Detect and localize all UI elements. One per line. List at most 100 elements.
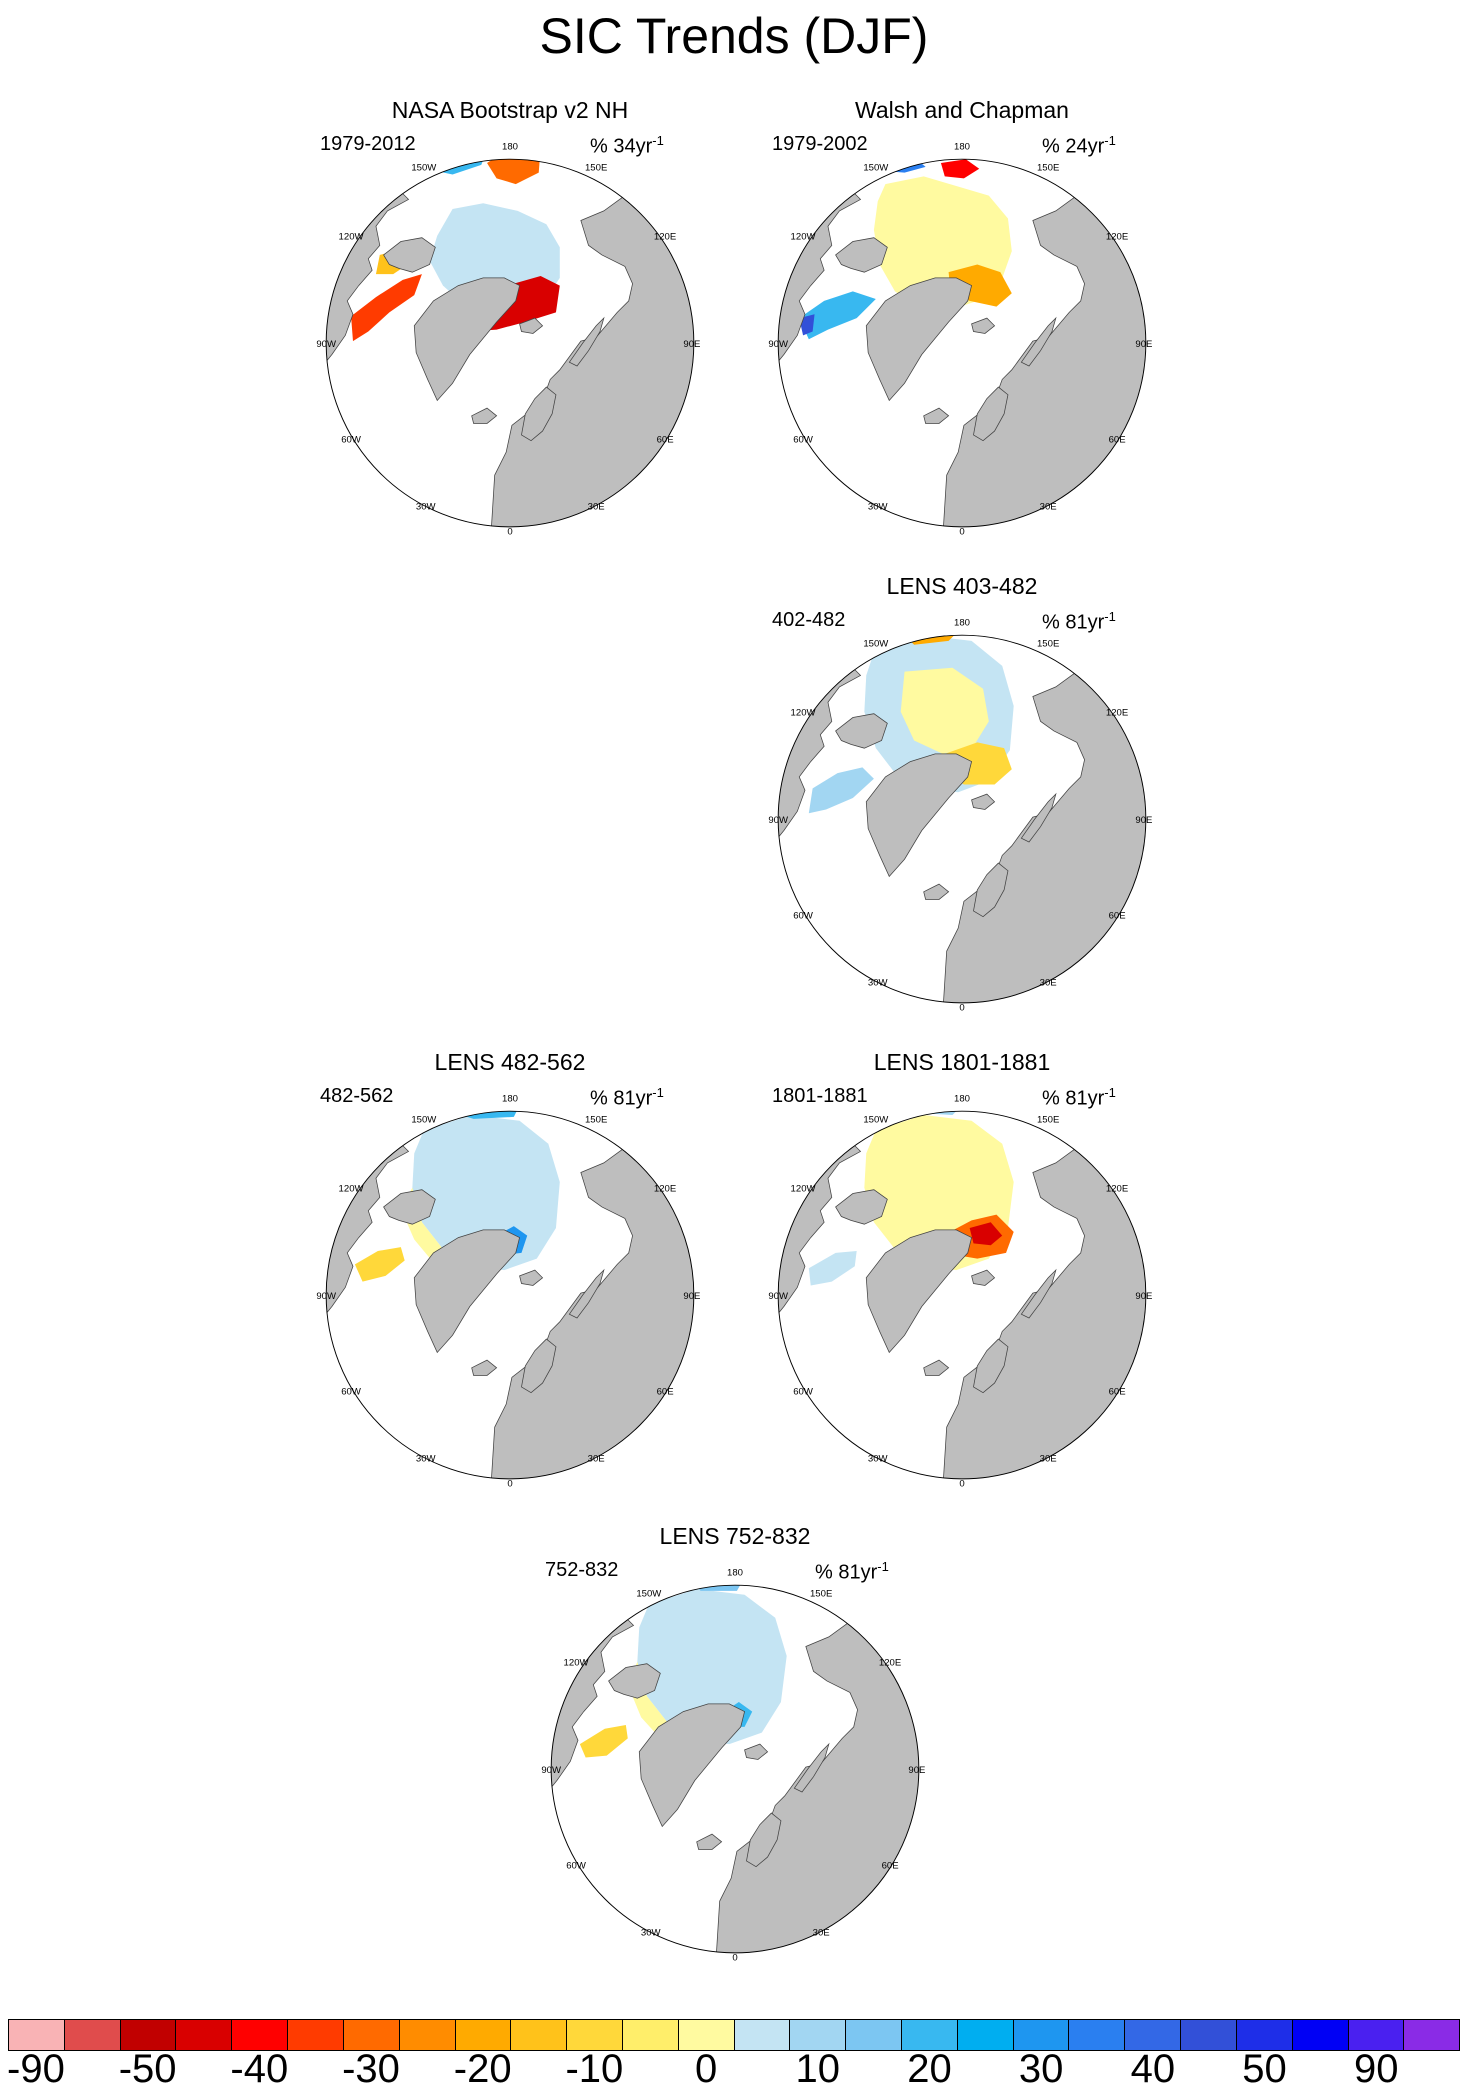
lon-label-0: 0 (507, 1479, 512, 1490)
land-greenland (865, 277, 973, 402)
trend-labrador (808, 767, 874, 814)
lon-label-60w: 60W (793, 1387, 813, 1398)
land-scandinavia (521, 386, 557, 442)
ice-region-arctic (637, 1589, 787, 1745)
lon-label-150e: 150E (585, 1115, 607, 1126)
colorbar-cell (902, 2020, 958, 2050)
lon-label-60w: 60W (341, 435, 361, 446)
figure-title: SIC Trends (DJF) (539, 8, 929, 64)
lon-label-150w: 150W (863, 163, 888, 174)
lon-label-60e: 60E (882, 1861, 899, 1872)
lon-label-30e: 30E (1040, 502, 1057, 513)
panel-title: LENS 482-562 (434, 1049, 586, 1075)
land-canadian-archipelago (383, 1189, 436, 1225)
land-canadian-archipelago (383, 237, 436, 273)
land-iceland (923, 407, 950, 424)
colorbar: -90 -50 -40 -30 -20 -10 0 10 20 30 40 50 90 (7, 2019, 1460, 2089)
colorbar-tick-label: -40 (230, 2047, 289, 2091)
lon-label-60e: 60E (1109, 1387, 1126, 1398)
period-label: 482-562 (320, 1085, 394, 1107)
lon-label-0: 0 (507, 527, 512, 538)
lon-label-90e: 90E (908, 1765, 925, 1776)
trend-labrador (808, 1250, 857, 1286)
land-canadian-archipelago (608, 1663, 661, 1699)
units-text: % 81yr (590, 1087, 653, 1110)
land-iceland (923, 883, 950, 900)
colorbar-cell (511, 2020, 568, 2050)
lon-label-90e: 90E (1135, 815, 1152, 826)
land-svalbard (519, 1269, 544, 1286)
units-label: % 81yr-1 (1042, 1081, 1116, 1111)
land-scandinavia (521, 1338, 557, 1394)
units-label: % 81yr-1 (590, 1081, 664, 1111)
polar-map: 180 150W 150E 120W 120E 90W 90E 60W 60E 30W 30E 0 (768, 1094, 1152, 1490)
lon-label-30e: 30E (588, 502, 605, 513)
land-greenland (413, 1229, 521, 1354)
colorbar-cell (1404, 2020, 1460, 2050)
map-boundary (550, 1584, 920, 1954)
units-exponent: -1 (877, 1559, 889, 1574)
trend-okhotsk (487, 159, 541, 185)
land-canadian-archipelago (835, 237, 888, 273)
lon-label-120w: 120W (791, 232, 816, 243)
map-panel-lens-1801-1881: LENS 1801-1881 180 150W 150E 120W 120E 90W 90E 6… (752, 1048, 1172, 1498)
land-scandinavia (973, 386, 1009, 442)
lon-label-90w: 90W (316, 339, 336, 350)
colorbar-tick-label: 20 (907, 2047, 952, 2091)
lon-label-150w: 150W (863, 639, 888, 650)
lon-label-120e: 120E (879, 1658, 901, 1669)
map-boundary (777, 1110, 1147, 1480)
colorbar-cell (790, 2020, 847, 2050)
colorbar-tick-label: 10 (795, 2047, 841, 2091)
land-novaya-zemlya (1020, 316, 1057, 367)
colorbar-cell (1125, 2020, 1182, 2050)
land-canadian-archipelago (835, 1189, 888, 1225)
polar-map: 180 150W 150E 120W 120E 90W 90E 60W 60E 30W 30E 0 (316, 142, 700, 538)
lon-label-90w: 90W (541, 1765, 561, 1776)
colorbar-tick-label: -50 (118, 2047, 177, 2091)
lon-label-30w: 30W (868, 1454, 888, 1465)
colorbar-cell (1181, 2020, 1237, 2050)
lon-label-120e: 120E (1106, 708, 1128, 719)
colorbar-cell (120, 2020, 177, 2050)
colorbar-cell (343, 2020, 400, 2050)
polar-map: 180 150W 150E 120W 120E 90W 90E 60W 60E 30W 30E 0 (541, 1568, 925, 1964)
lon-label-0: 0 (959, 527, 964, 538)
map-boundary (777, 634, 1147, 1004)
colorbar-ticks: -90 -50 -40 -30 -20 -10 0 10 20 30 40 50 90 (7, 2047, 1460, 2091)
colorbar-tick-label: 0 (694, 2047, 718, 2091)
units-label: % 81yr-1 (815, 1555, 889, 1585)
land-svalbard (971, 317, 996, 334)
colorbar-tick-label: 30 (1018, 2047, 1064, 2091)
colorbar-tick-label: 40 (1130, 2047, 1176, 2091)
panel-title: LENS 403-482 (886, 573, 1038, 599)
colorbar-cell (288, 2020, 344, 2050)
colorbar-cell (734, 2020, 791, 2050)
lon-label-90e: 90E (683, 339, 700, 350)
land-iceland (696, 1833, 723, 1850)
land-greenland (638, 1703, 746, 1828)
map-panel-walsh-chapman: Walsh and Chapman 180 150W 150E 120W 120E 90W 9… (752, 96, 1172, 546)
land-svalbard (971, 793, 996, 810)
trend-central (900, 667, 989, 754)
lon-label-150w: 150W (411, 1115, 436, 1126)
lon-label-0: 0 (959, 1003, 964, 1014)
units-text: % 34yr (590, 135, 653, 158)
units-text: % 81yr (815, 1561, 878, 1584)
ice-region-arctic (412, 1115, 560, 1271)
colorbar-tick-label: 90 (1353, 2047, 1399, 2091)
polar-map: 180 150W 150E 120W 120E 90W 90E 60W 60E 30W 30E 0 (316, 1094, 700, 1490)
lon-label-180: 180 (954, 1094, 970, 1105)
colorbar-tick-label: -30 (342, 2047, 400, 2091)
lon-label-90w: 90W (768, 815, 788, 826)
land-scandinavia (746, 1812, 782, 1868)
lon-label-60w: 60W (793, 435, 813, 446)
map-boundary (325, 1110, 695, 1480)
units-label: % 24yr-1 (1042, 129, 1116, 159)
trend-labrador (351, 274, 422, 342)
trend-labrador (799, 291, 876, 340)
map-panel-nasa-bootstrap: NASA Bootstrap v2 NH 180 150W 150E 120W 120E 9… (300, 96, 720, 546)
trend-okhotsk (940, 159, 980, 179)
land-novaya-zemlya (1020, 792, 1057, 843)
colorbar-cell (1236, 2020, 1293, 2050)
